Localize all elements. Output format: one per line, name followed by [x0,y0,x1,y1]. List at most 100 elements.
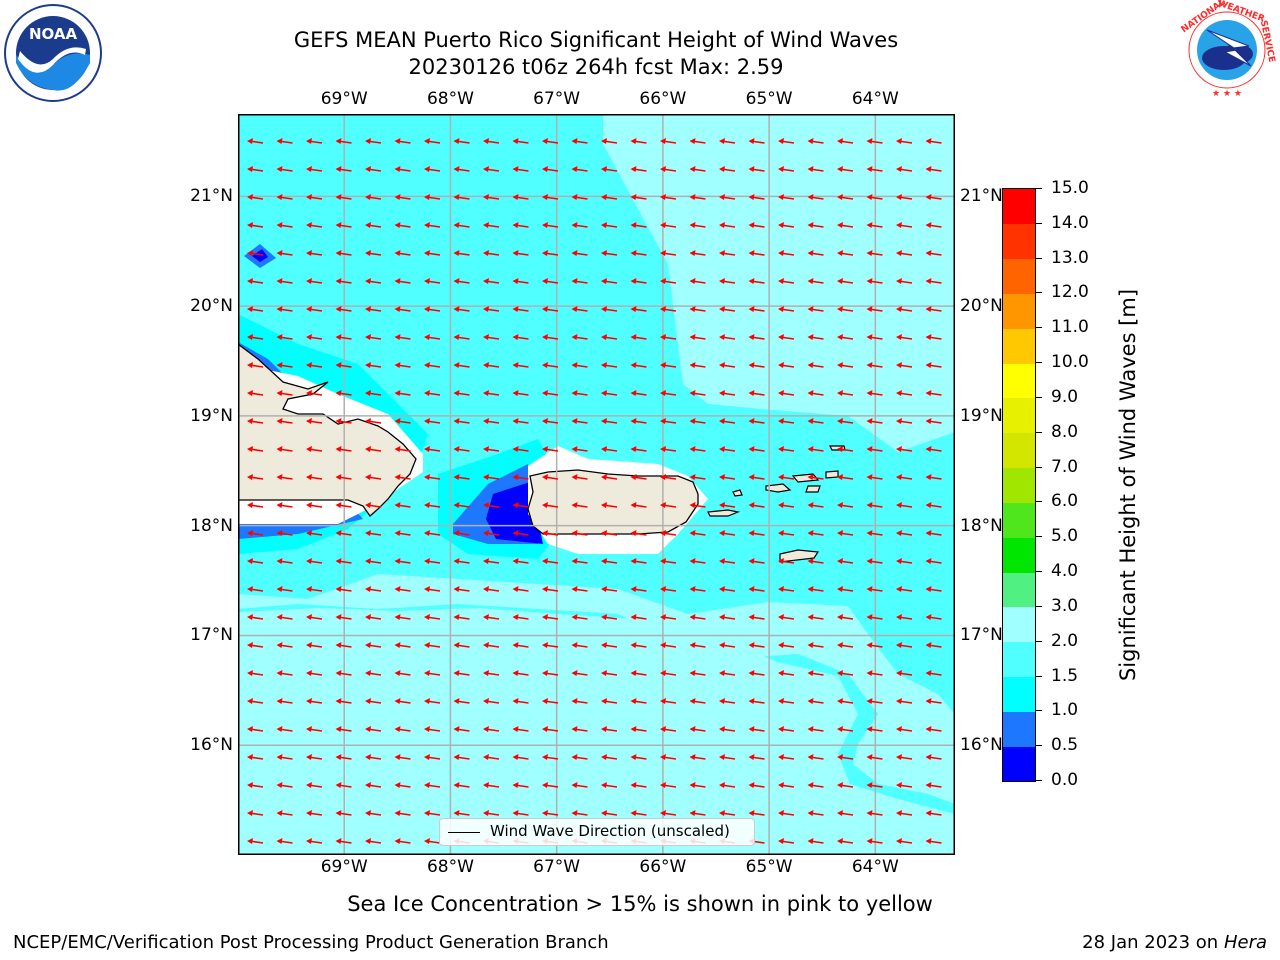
wave-direction-arrow [630,222,647,228]
wave-direction-arrow [778,670,795,676]
wave-direction-arrow [719,278,736,284]
lat-label-right: 17°N [960,625,1003,646]
wave-direction-arrow [689,418,706,424]
wave-direction-arrow [807,222,824,228]
lat-label-right: 18°N [960,515,1003,536]
wave-direction-arrow [394,586,411,592]
wave-direction-arrow [807,698,824,704]
wave-direction-arrow [925,754,942,760]
wave-direction-arrow [896,502,913,508]
wave-direction-arrow [748,334,765,340]
colorbar-segment [1003,432,1035,469]
wave-direction-arrow [807,278,824,284]
wave-direction-arrow [778,782,795,788]
wave-direction-arrow [896,474,913,480]
colorbar-segment [1003,711,1035,747]
wave-direction-arrow [778,278,795,284]
wave-direction-arrow [660,530,677,536]
wave-direction-arrow [306,530,323,536]
colorbar-segment [1003,258,1035,294]
wave-direction-arrow [866,418,883,424]
wave-direction-arrow [748,446,765,452]
wave-direction-arrow [365,446,382,452]
wave-direction-arrow [719,166,736,172]
wave-direction-arrow [601,726,618,732]
wave-direction-arrow [866,810,883,816]
wave-direction-arrow [896,754,913,760]
wave-direction-arrow [512,222,529,228]
wave-direction-arrow [306,810,323,816]
wave-direction-arrow [276,334,293,340]
wave-direction-arrow [542,754,559,760]
wave-direction-arrow [866,362,883,368]
wave-direction-arrow [483,782,500,788]
wave-direction-arrow [542,334,559,340]
wave-direction-arrow [630,194,647,200]
wave-direction-arrow [483,474,500,480]
wave-direction-arrow [247,250,264,256]
wave-direction-arrow [689,530,706,536]
land-hispaniola [238,343,417,517]
wave-direction-arrow [335,334,352,340]
colorbar-tick-label: 14.0 [1051,212,1089,233]
wave-direction-arrow [660,782,677,788]
wave-direction-arrow [866,502,883,508]
wave-direction-arrow [601,614,618,620]
wave-direction-arrow [483,138,500,144]
wave-direction-arrow [276,726,293,732]
lon-label-bottom: 69°W [320,857,368,877]
wave-direction-arrow [719,334,736,340]
wave-direction-arrow [601,418,618,424]
wave-direction-arrow [748,250,765,256]
wave-direction-arrow [306,754,323,760]
colorbar-tick-label: 0.5 [1051,735,1079,756]
wave-direction-arrow [807,838,824,844]
wave-direction-arrow [542,586,559,592]
wave-direction-arrow [925,166,942,172]
wave-direction-arrow [925,782,942,788]
wave-direction-arrow [630,474,647,480]
wave-direction-arrow [512,474,529,480]
wave-direction-arrow [925,474,942,480]
wave-direction-arrow [276,222,293,228]
wave-direction-arrow [247,390,264,396]
colorbar-tick-mark [1035,675,1042,677]
wave-direction-arrow [424,642,441,648]
wave-direction-arrow [542,698,559,704]
wave-direction-arrow [807,474,824,480]
wave-direction-arrow [925,194,942,200]
wave-direction-arrow [571,670,588,676]
wave-direction-arrow [778,306,795,312]
wave-direction-arrow [542,810,559,816]
lat-label-right: 20°N [960,296,1003,317]
wave-direction-arrow [365,642,382,648]
wave-direction-arrow [807,726,824,732]
wave-direction-arrow [807,586,824,592]
wave-direction-arrow [601,306,618,312]
wave-direction-arrow [837,642,854,648]
wave-direction-arrow [394,698,411,704]
wave-direction-arrow [866,166,883,172]
wave-direction-arrow [837,614,854,620]
colorbar-tick-mark [1035,327,1042,329]
wave-direction-arrow [660,418,677,424]
wave-direction-arrow [365,334,382,340]
wave-direction-arrow [837,362,854,368]
wave-direction-arrow [247,614,264,620]
wave-direction-arrow [778,194,795,200]
wave-direction-arrow [660,166,677,172]
lat-label-right: 19°N [960,405,1003,426]
colorbar-tick-label: 13.0 [1051,247,1089,268]
wave-direction-arrow [365,670,382,676]
noaa-logo: NOAA [3,3,103,103]
wave-direction-arrow [896,558,913,564]
wave-direction-arrow [748,278,765,284]
lon-label-bottom: 67°W [533,857,581,877]
wave-direction-arrow [601,782,618,788]
wave-direction-arrow [807,782,824,788]
wave-direction-arrow [630,502,647,508]
wave-direction-arrow [453,446,470,452]
wave-direction-arrow [778,474,795,480]
wave-direction-arrow [601,474,618,480]
wave-direction-arrow [542,782,559,788]
